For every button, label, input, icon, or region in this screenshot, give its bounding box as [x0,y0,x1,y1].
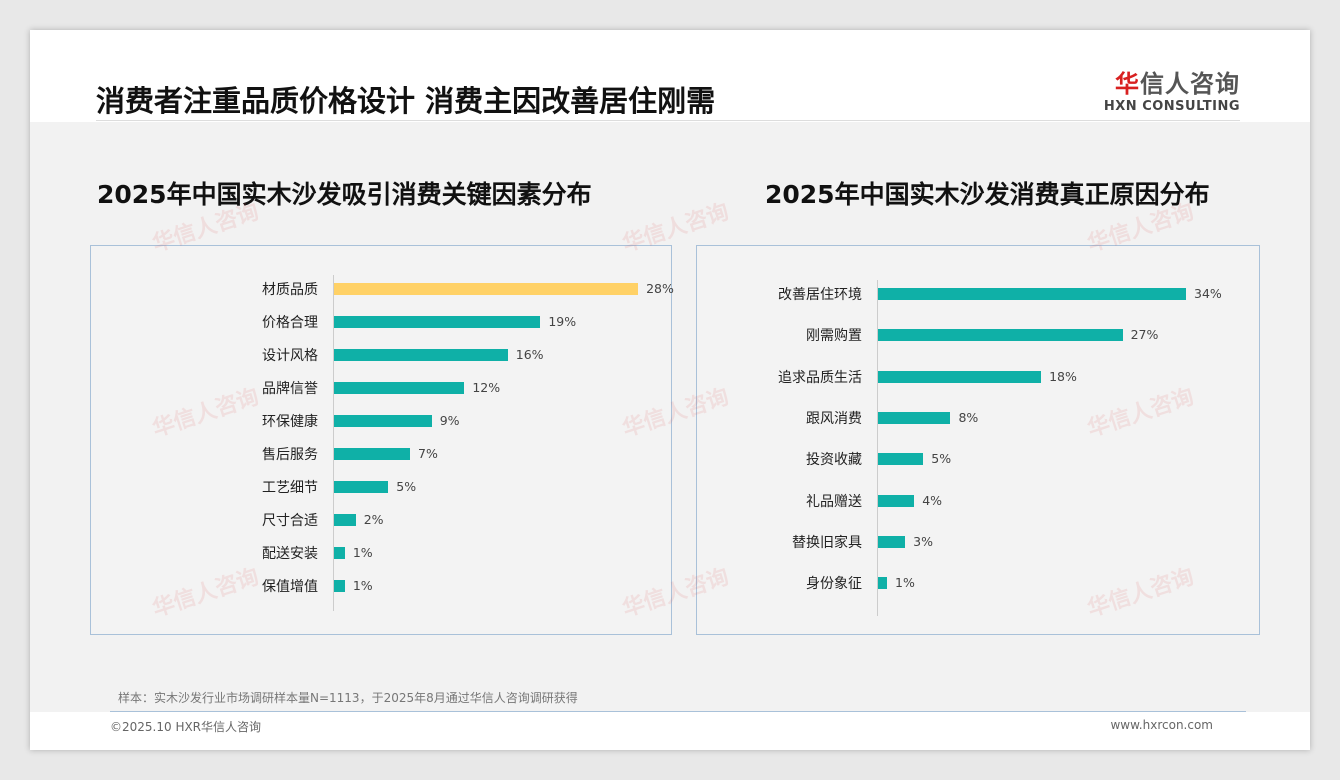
data-label: 4% [922,492,943,508]
bar [878,494,915,507]
category-label: 保值增值 [262,579,318,595]
category-label: 尺寸合适 [262,513,318,529]
y-axis-line [877,280,878,617]
data-label: 2% [363,512,384,527]
bar [334,514,356,526]
category-label: 追求品质生活 [778,369,862,386]
data-label: 34% [1194,286,1222,301]
slide: 消费者注重品质价格设计 消费主因改善居住刚需 华信人咨询 HXN CONSULT… [30,30,1310,750]
chart-title-left: 2025年中国实木沙发吸引消费关键因素分布 [97,180,592,209]
data-label: 12% [472,380,501,395]
bar [878,370,1042,383]
logo: 华信人咨询 HXN CONSULTING [1104,64,1240,114]
data-label: 18% [1049,368,1077,384]
sample-note: 样本：实木沙发行业市场调研样本量N=1113，于2025年8月通过华信人咨询调研… [118,691,578,705]
data-label: 1% [895,575,915,591]
y-axis-line [333,275,334,611]
category-label: 售后服务 [262,447,318,463]
category-label: 材质品质 [262,282,318,298]
bar [878,453,924,466]
title-divider [96,120,1240,121]
category-label: 环保健康 [262,414,318,430]
data-label: 1% [352,545,373,560]
category-label: 改善居住环境 [778,287,862,303]
category-label: 配送安装 [262,546,318,562]
footer-divider [110,711,1246,712]
data-label: 8% [958,409,979,425]
bar [334,547,345,559]
data-label: 5% [931,451,952,467]
category-label: 品牌信誉 [262,381,318,397]
category-label: 价格合理 [262,315,318,331]
data-label: 9% [439,413,460,428]
data-label: 28% [646,281,674,296]
category-label: 身份象征 [806,576,862,593]
category-label: 礼品赠送 [806,493,862,510]
logo-en: HXN CONSULTING [1103,99,1240,114]
copyright: ©2025.10 HXR华信人咨询 [110,720,262,734]
category-label: 替换旧家具 [792,534,862,551]
data-label: 7% [418,446,438,461]
bar [878,288,1187,300]
bar [334,580,345,592]
data-label: 16% [515,347,544,362]
bar [334,448,411,460]
data-label: 19% [548,314,577,329]
data-label: 27% [1130,327,1159,343]
chart-title-right: 2025年中国实木沙发消费真正原因分布 [765,180,1210,209]
category-label: 工艺细节 [262,480,318,496]
bar [878,577,888,590]
bar [334,316,541,328]
bar [334,382,465,394]
bar [878,411,951,424]
category-label: 设计风格 [262,348,318,364]
bar [334,283,639,295]
data-label: 3% [913,533,934,549]
website-link[interactable]: www.hxrcon.com [1110,718,1213,732]
category-label: 投资收藏 [806,452,862,469]
chart-panel-right [696,245,1260,635]
bar [878,535,906,548]
logo-cn: 华信人咨询 [1115,70,1240,98]
bar [334,481,389,493]
category-label: 刚需购置 [806,328,862,345]
bar [334,415,432,427]
category-label: 跟风消费 [806,410,862,427]
bar [334,349,508,361]
data-label: 1% [352,578,373,593]
bar [878,329,1123,342]
page-title: 消费者注重品质价格设计 消费主因改善居住刚需 [96,84,716,118]
chart-panel-left [90,245,672,635]
data-label: 5% [396,479,417,494]
